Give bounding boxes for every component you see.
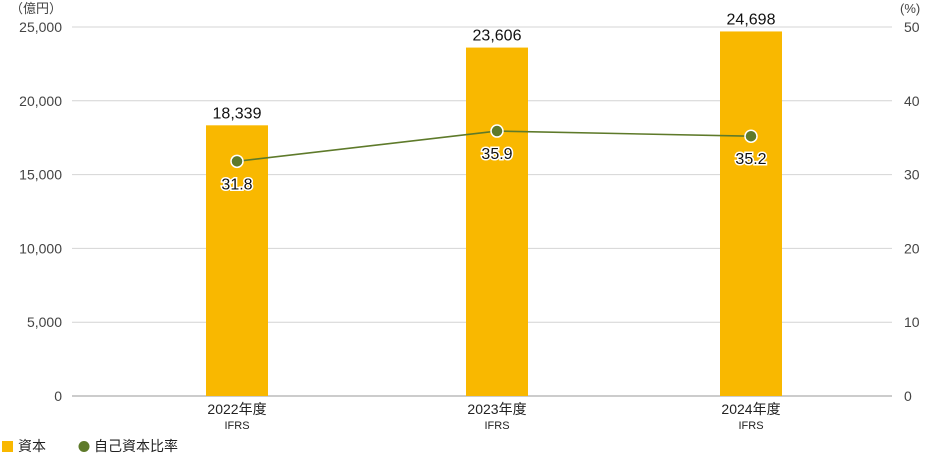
y-right-tick-label: 20 [904, 240, 920, 256]
legend-label: 資本 [18, 438, 46, 454]
y-left-unit: （億円） [10, 1, 62, 16]
line-value-label: 31.8 [221, 176, 252, 193]
bar-value-label: 24,698 [727, 11, 776, 28]
y-right-tick-label: 30 [904, 167, 920, 183]
bar-value-label: 23,606 [473, 28, 522, 45]
y-left-tick-label: 5,000 [27, 314, 62, 330]
legend-swatch-line [78, 441, 90, 452]
legend-label: 自己資本比率 [94, 438, 178, 454]
x-tick-sublabel: IFRS [738, 420, 763, 432]
bar [466, 47, 528, 396]
line-value-label: 35.9 [481, 146, 512, 163]
y-right-tick-label: 40 [904, 93, 920, 109]
y-left-tick-label: 0 [54, 388, 62, 404]
x-tick-label: 2022年度 [207, 401, 266, 417]
y-right-tick-label: 0 [904, 388, 912, 404]
y-left-tick-label: 25,000 [19, 19, 62, 35]
x-tick-label: 2023年度 [467, 401, 526, 417]
y-right-tick-label: 10 [904, 314, 920, 330]
x-tick-sublabel: IFRS [484, 420, 509, 432]
line-point [230, 154, 244, 169]
x-tick-label: 2024年度 [721, 401, 780, 417]
y-left-tick-label: 10,000 [19, 240, 62, 256]
bar [720, 31, 782, 396]
bar [206, 125, 268, 397]
line-point [744, 129, 758, 143]
x-tick-sublabel: IFRS [224, 420, 249, 432]
line-point [490, 124, 504, 138]
y-right-tick-label: 50 [904, 19, 920, 35]
y-right-unit: (%) [900, 1, 920, 16]
line-value-label: 35.2 [735, 151, 766, 168]
y-left-tick-label: 15,000 [19, 167, 62, 183]
y-left-tick-label: 20,000 [19, 93, 62, 109]
bar-value-label: 18,339 [213, 105, 262, 122]
legend-swatch-bar [2, 441, 13, 452]
